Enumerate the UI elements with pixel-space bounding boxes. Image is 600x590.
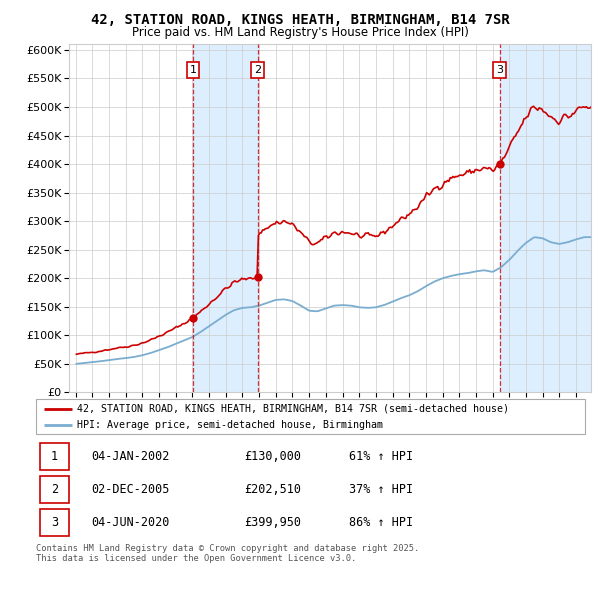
Bar bbox=[40, 443, 69, 470]
Text: Contains HM Land Registry data © Crown copyright and database right 2025.
This d: Contains HM Land Registry data © Crown c… bbox=[36, 544, 419, 563]
Text: 04-JAN-2002: 04-JAN-2002 bbox=[91, 450, 169, 463]
Text: £130,000: £130,000 bbox=[245, 450, 302, 463]
Text: 37% ↑ HPI: 37% ↑ HPI bbox=[349, 483, 413, 496]
Text: 42, STATION ROAD, KINGS HEATH, BIRMINGHAM, B14 7SR (semi-detached house): 42, STATION ROAD, KINGS HEATH, BIRMINGHA… bbox=[77, 404, 509, 414]
Bar bbox=[500, 44, 593, 392]
Text: 02-DEC-2005: 02-DEC-2005 bbox=[91, 483, 169, 496]
Text: 42, STATION ROAD, KINGS HEATH, BIRMINGHAM, B14 7SR: 42, STATION ROAD, KINGS HEATH, BIRMINGHA… bbox=[91, 13, 509, 27]
FancyBboxPatch shape bbox=[36, 399, 585, 434]
Text: Price paid vs. HM Land Registry's House Price Index (HPI): Price paid vs. HM Land Registry's House … bbox=[131, 26, 469, 39]
Text: 2: 2 bbox=[51, 483, 58, 496]
Bar bbox=[40, 509, 69, 536]
Text: HPI: Average price, semi-detached house, Birmingham: HPI: Average price, semi-detached house,… bbox=[77, 421, 383, 430]
Text: 3: 3 bbox=[496, 65, 503, 75]
Text: £399,950: £399,950 bbox=[245, 516, 302, 529]
Text: £202,510: £202,510 bbox=[245, 483, 302, 496]
Bar bbox=[193, 44, 258, 392]
Text: 3: 3 bbox=[51, 516, 58, 529]
Text: 1: 1 bbox=[190, 65, 197, 75]
Bar bbox=[40, 476, 69, 503]
Text: 2: 2 bbox=[254, 65, 262, 75]
Text: 04-JUN-2020: 04-JUN-2020 bbox=[91, 516, 169, 529]
Text: 61% ↑ HPI: 61% ↑ HPI bbox=[349, 450, 413, 463]
Text: 1: 1 bbox=[51, 450, 58, 463]
Text: 86% ↑ HPI: 86% ↑ HPI bbox=[349, 516, 413, 529]
